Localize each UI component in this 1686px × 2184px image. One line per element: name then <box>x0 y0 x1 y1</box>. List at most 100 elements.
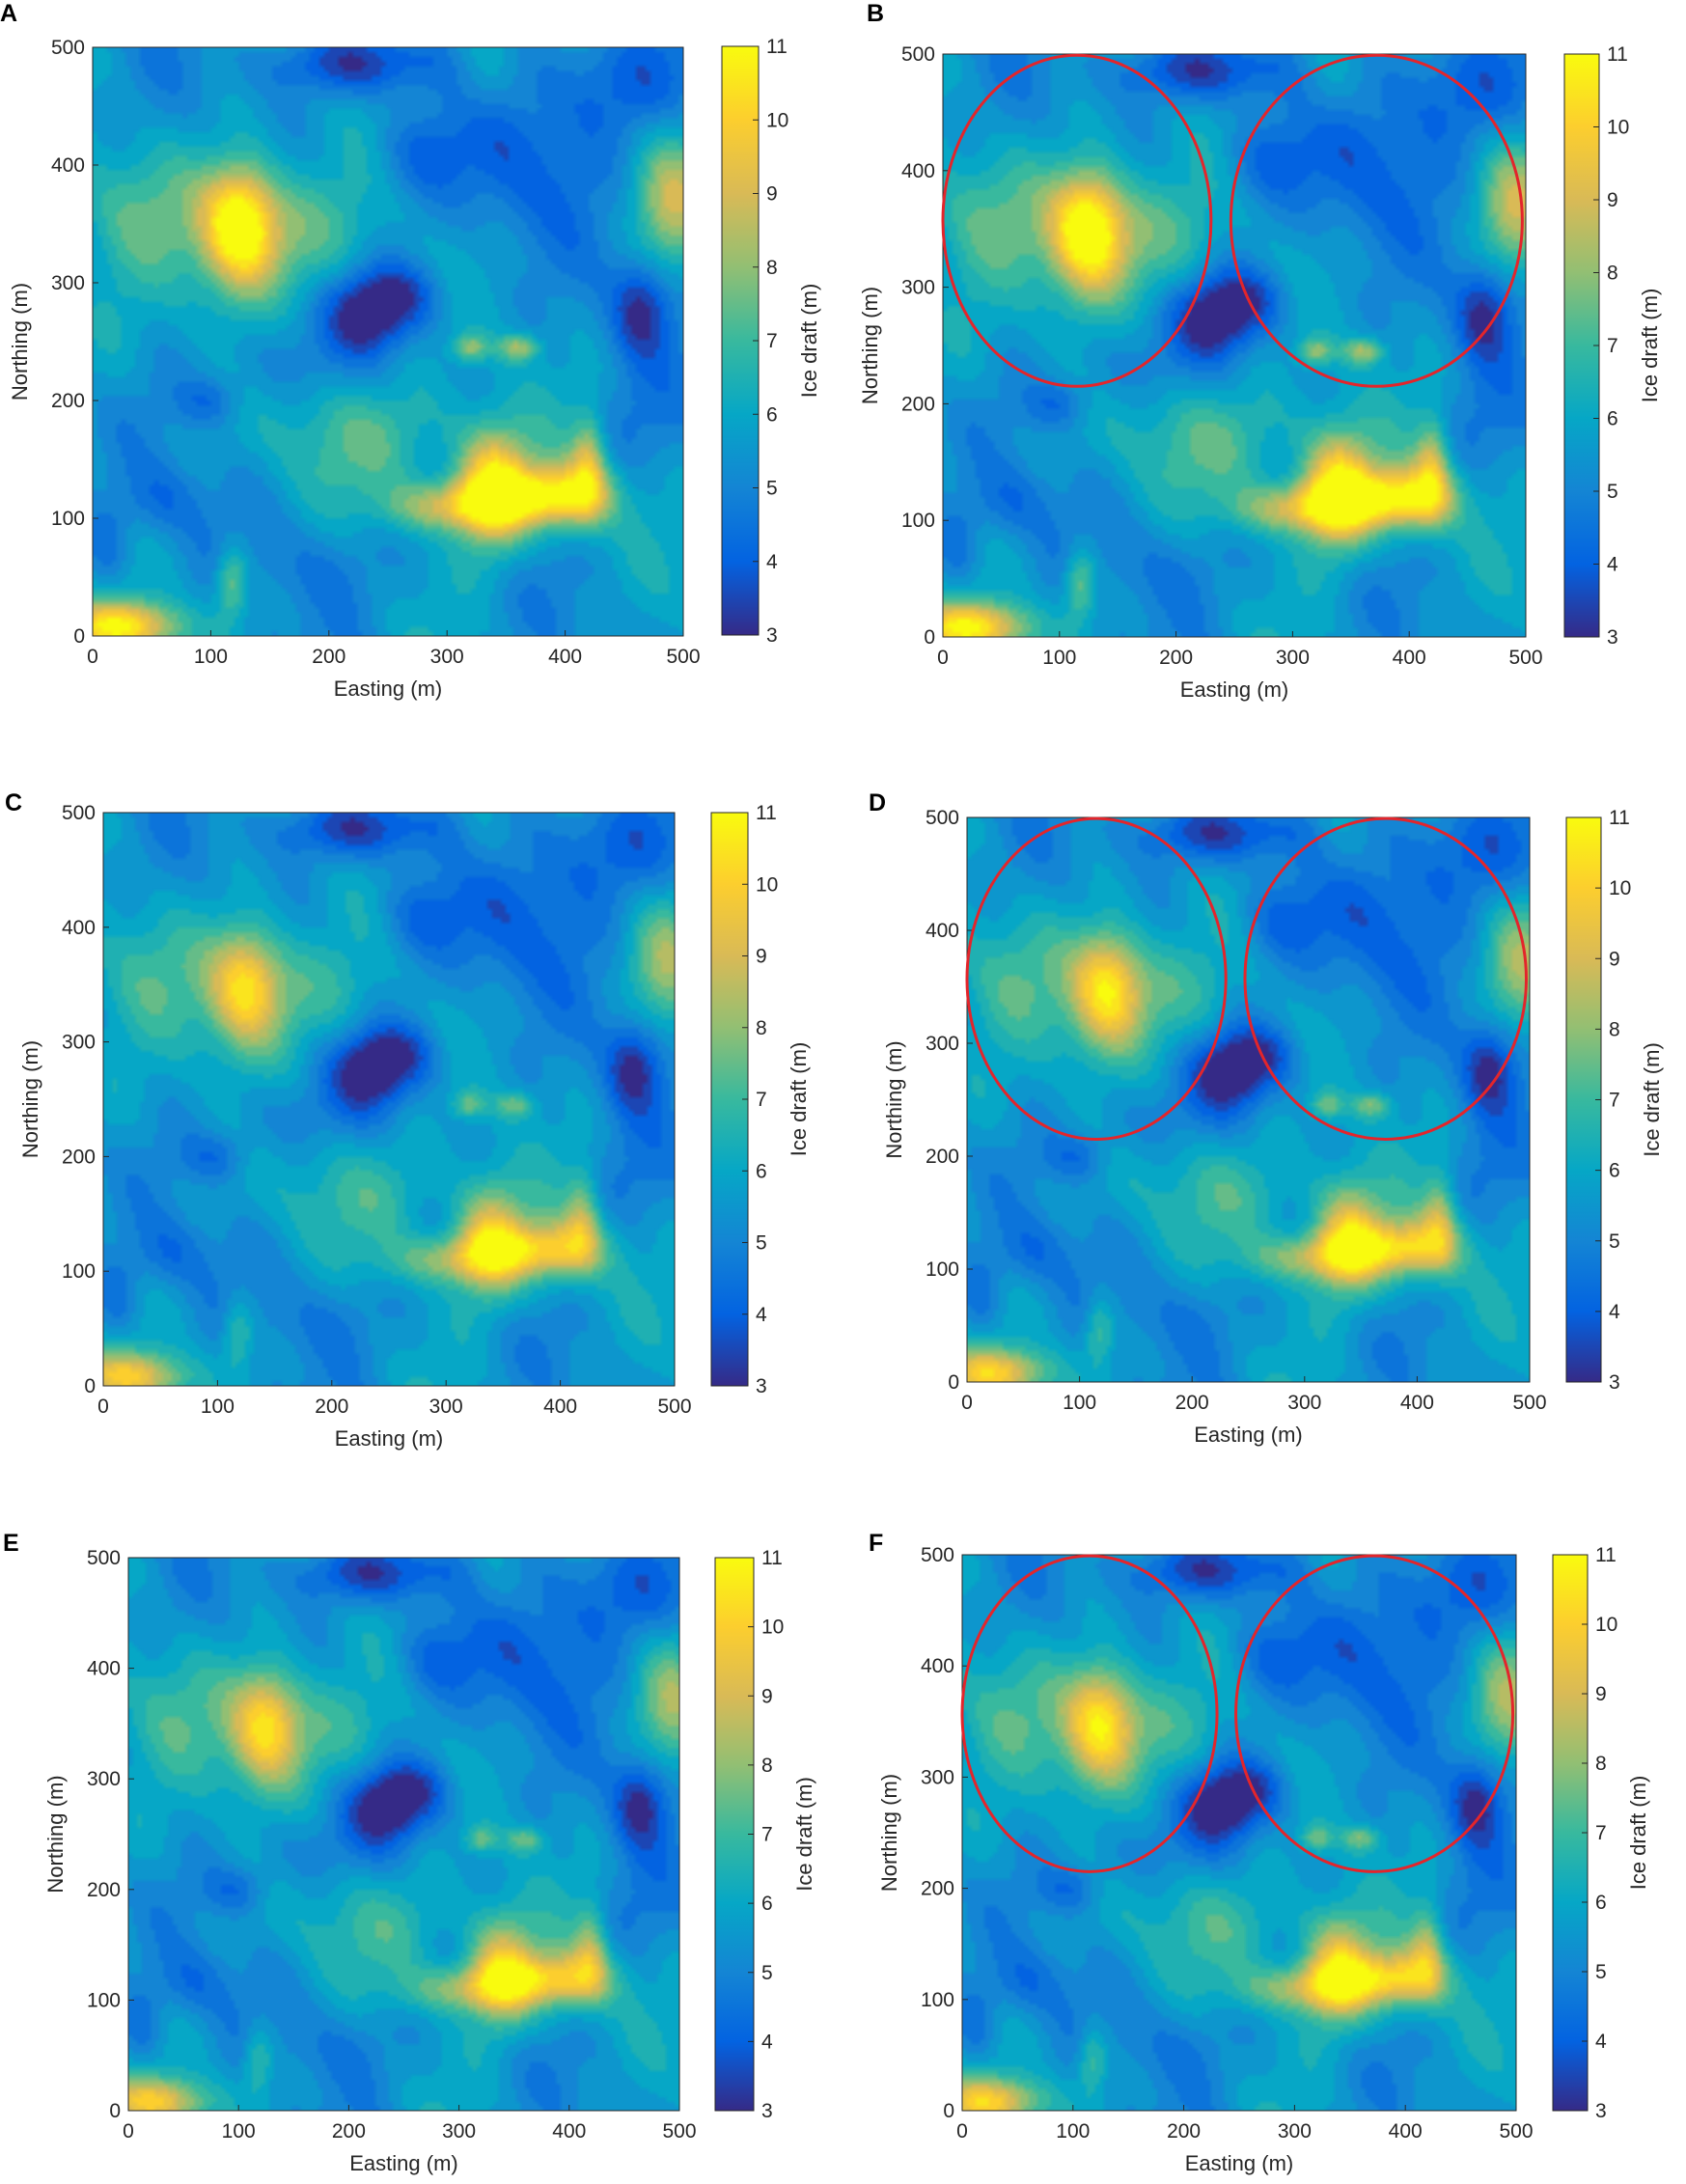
heatmap-image <box>943 54 1526 637</box>
y-tick-label: 400 <box>926 920 959 942</box>
colorbar-tick-label: 10 <box>761 1617 784 1639</box>
plot-frame <box>942 53 1527 638</box>
colorbar-tick-label: 7 <box>1607 335 1618 357</box>
x-tick-label: 200 <box>1175 1392 1209 1414</box>
y-tick-label: 0 <box>924 626 935 649</box>
y-axis-label: Northing (m) <box>882 1040 906 1158</box>
x-tick-label: 200 <box>332 2120 366 2143</box>
heatmap-image <box>103 813 675 1386</box>
colorbar-tick-label: 11 <box>1595 1544 1617 1566</box>
x-tick-label: 300 <box>1287 1392 1321 1414</box>
x-axis-label: Easting (m) <box>334 677 442 701</box>
x-tick-label: 500 <box>1499 2120 1533 2143</box>
y-tick-label: 0 <box>84 1375 96 1397</box>
x-tick-label: 0 <box>87 646 98 668</box>
x-tick-label: 400 <box>1393 647 1426 669</box>
colorbar-tick-label: 7 <box>1609 1090 1620 1112</box>
colorbar-tick-label: 10 <box>756 873 778 896</box>
colorbar-tick-label: 8 <box>761 1755 773 1777</box>
y-tick-label: 300 <box>921 1766 954 1788</box>
colorbar-tick-label: 3 <box>1609 1371 1620 1394</box>
colorbar-tick-label: 4 <box>1609 1301 1620 1323</box>
y-tick-label: 100 <box>62 1260 96 1283</box>
colorbar-label: Ice draft (m) <box>797 284 821 399</box>
x-tick-label: 0 <box>961 1392 973 1414</box>
colorbar-label: Ice draft (m) <box>792 1777 816 1892</box>
y-tick-label: 400 <box>901 160 935 182</box>
x-axis-label: Easting (m) <box>349 2151 457 2175</box>
highlight-ellipse <box>1229 53 1524 388</box>
y-tick-label: 500 <box>901 43 935 66</box>
x-axis-label: Easting (m) <box>1180 677 1288 702</box>
highlight-ellipse <box>965 816 1228 1141</box>
colorbar-label: Ice draft (m) <box>1640 1042 1664 1157</box>
colorbar-tick-label: 3 <box>1595 2100 1607 2122</box>
y-tick-label: 500 <box>87 1547 121 1569</box>
colorbar-label: Ice draft (m) <box>1626 1776 1650 1891</box>
y-tick-label: 100 <box>921 1989 954 2011</box>
y-tick-label: 100 <box>51 508 85 530</box>
x-tick-label: 200 <box>315 1396 348 1418</box>
x-tick-label: 200 <box>312 646 345 668</box>
y-tick-label: 500 <box>926 807 959 829</box>
plot-frame <box>102 812 676 1387</box>
y-tick-label: 400 <box>921 1655 954 1677</box>
colorbar-tick-label: 10 <box>766 109 788 131</box>
heatmap-image <box>967 817 1530 1382</box>
x-tick-label: 400 <box>552 2120 586 2143</box>
y-tick-label: 200 <box>921 1878 954 1900</box>
colorbar-tick-label: 6 <box>1595 1892 1607 1914</box>
x-tick-label: 0 <box>956 2120 968 2143</box>
y-tick-label: 300 <box>901 277 935 299</box>
x-tick-label: 500 <box>657 1396 691 1418</box>
y-axis-label: Northing (m) <box>877 1774 901 1892</box>
x-tick-label: 400 <box>1389 2120 1423 2143</box>
y-axis-label: Northing (m) <box>18 1040 42 1158</box>
y-tick-label: 300 <box>51 272 85 294</box>
x-tick-label: 500 <box>1508 647 1542 669</box>
colorbar-tick-label: 5 <box>1609 1230 1620 1253</box>
colorbar <box>714 1557 755 2112</box>
y-tick-label: 500 <box>51 37 85 59</box>
y-tick-label: 100 <box>87 1989 121 2011</box>
heatmap-image <box>128 1558 679 2111</box>
y-tick-label: 300 <box>62 1032 96 1054</box>
y-tick-label: 400 <box>51 154 85 177</box>
colorbar-tick-label: 5 <box>1607 481 1618 503</box>
highlight-ellipse <box>1234 1554 1515 1873</box>
colorbar-tick-label: 9 <box>1595 1683 1607 1705</box>
y-tick-label: 400 <box>62 917 96 939</box>
x-tick-label: 500 <box>1512 1392 1546 1414</box>
x-tick-label: 100 <box>201 1396 235 1418</box>
y-tick-label: 200 <box>901 393 935 415</box>
heatmap-image <box>93 47 683 636</box>
colorbar-label: Ice draft (m) <box>1638 289 1662 403</box>
colorbar-tick-label: 11 <box>766 36 788 58</box>
x-tick-label: 300 <box>442 2120 476 2143</box>
colorbar-tick-label: 5 <box>766 478 778 500</box>
colorbar-tick-label: 9 <box>761 1685 773 1707</box>
panel-letter: F <box>869 1530 884 1557</box>
colorbar-tick-label: 9 <box>756 946 767 968</box>
colorbar-tick-label: 6 <box>766 403 778 426</box>
x-tick-label: 100 <box>194 646 228 668</box>
x-axis-label: Easting (m) <box>335 1426 443 1451</box>
x-tick-label: 300 <box>1276 647 1310 669</box>
colorbar-tick-label: 3 <box>756 1375 767 1397</box>
x-tick-label: 300 <box>430 646 464 668</box>
x-tick-label: 200 <box>1167 2120 1201 2143</box>
colorbar-tick-label: 9 <box>1609 948 1620 970</box>
y-tick-label: 100 <box>926 1258 959 1281</box>
y-tick-label: 200 <box>62 1146 96 1168</box>
colorbar-tick-label: 6 <box>756 1160 767 1182</box>
colorbar-tick-label: 6 <box>1607 408 1618 430</box>
colorbar-tick-label: 4 <box>761 2031 773 2053</box>
y-tick-label: 200 <box>926 1146 959 1168</box>
